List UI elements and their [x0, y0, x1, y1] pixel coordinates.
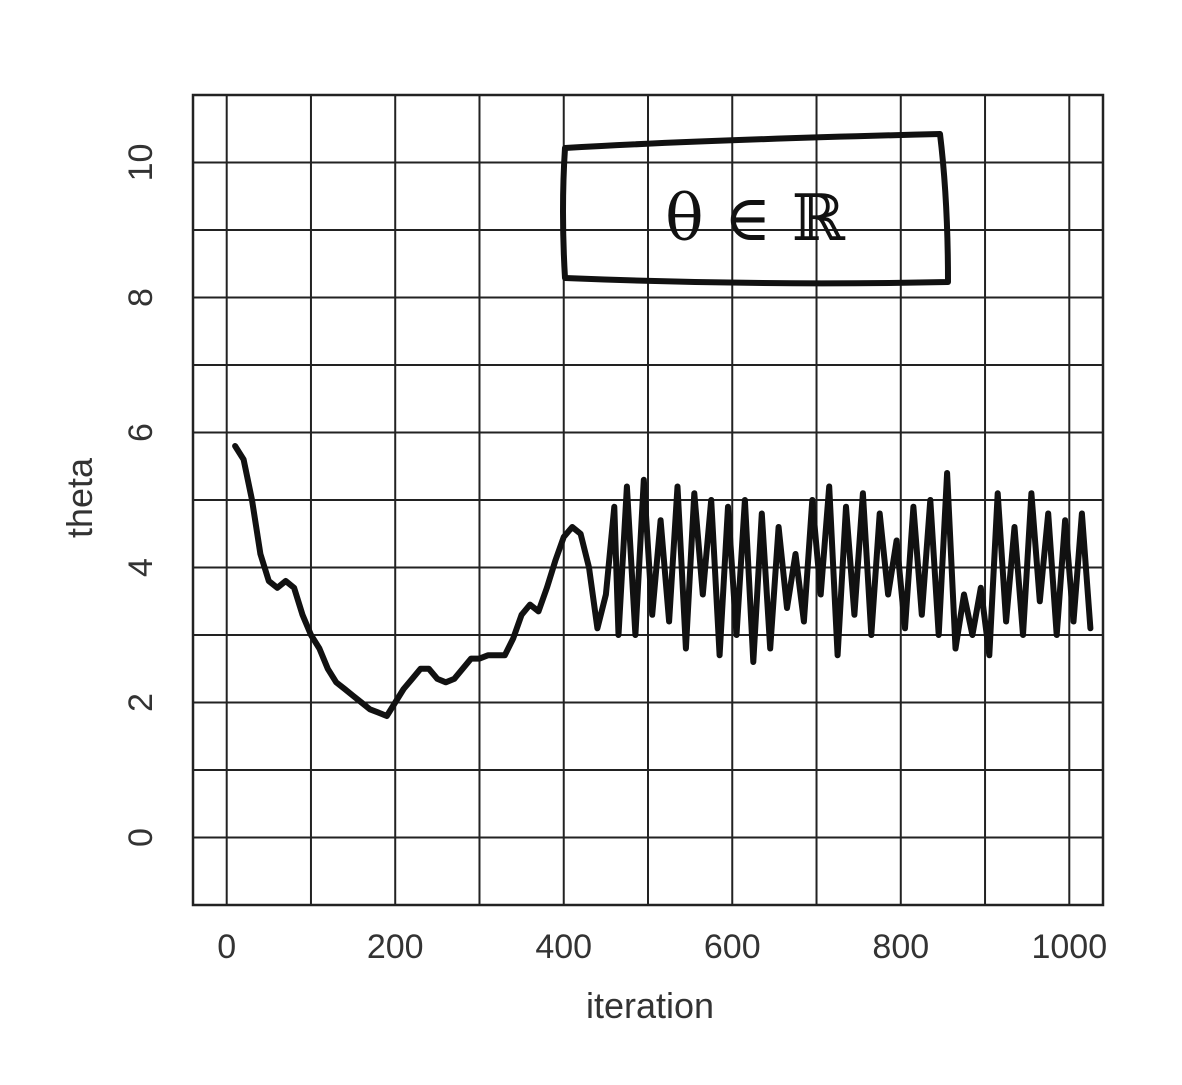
series-layer: [232, 443, 1094, 719]
x-axis-title: iteration: [586, 985, 714, 1026]
plot-frame: [191, 93, 1105, 907]
series-line-0: [232, 443, 1094, 719]
y-axis-ticks: 0 2 4 6 8 10: [122, 144, 160, 847]
y-tick-label: 0: [122, 828, 160, 847]
y-tick-label: 8: [122, 288, 160, 307]
x-axis-ticks: 0 200 400 600 800 1000: [217, 928, 1107, 966]
y-tick-label: 6: [122, 423, 160, 442]
annotation-text: θ ∈ ℝ: [665, 182, 846, 256]
y-axis-title: theta: [59, 457, 100, 538]
grid: [193, 95, 1103, 905]
annotation-frame: [560, 131, 951, 287]
x-tick-label: 0: [217, 928, 236, 966]
annotation-box: θ ∈ ℝ: [560, 131, 951, 287]
x-tick-label: 800: [872, 928, 929, 966]
x-tick-label: 200: [367, 928, 424, 966]
x-tick-label: 600: [704, 928, 761, 966]
y-tick-label: 4: [122, 558, 160, 577]
plot-area: [191, 93, 1105, 907]
y-tick-label: 10: [122, 144, 160, 182]
x-tick-label: 1000: [1031, 928, 1107, 966]
x-tick-label: 400: [535, 928, 592, 966]
y-tick-label: 2: [122, 693, 160, 712]
